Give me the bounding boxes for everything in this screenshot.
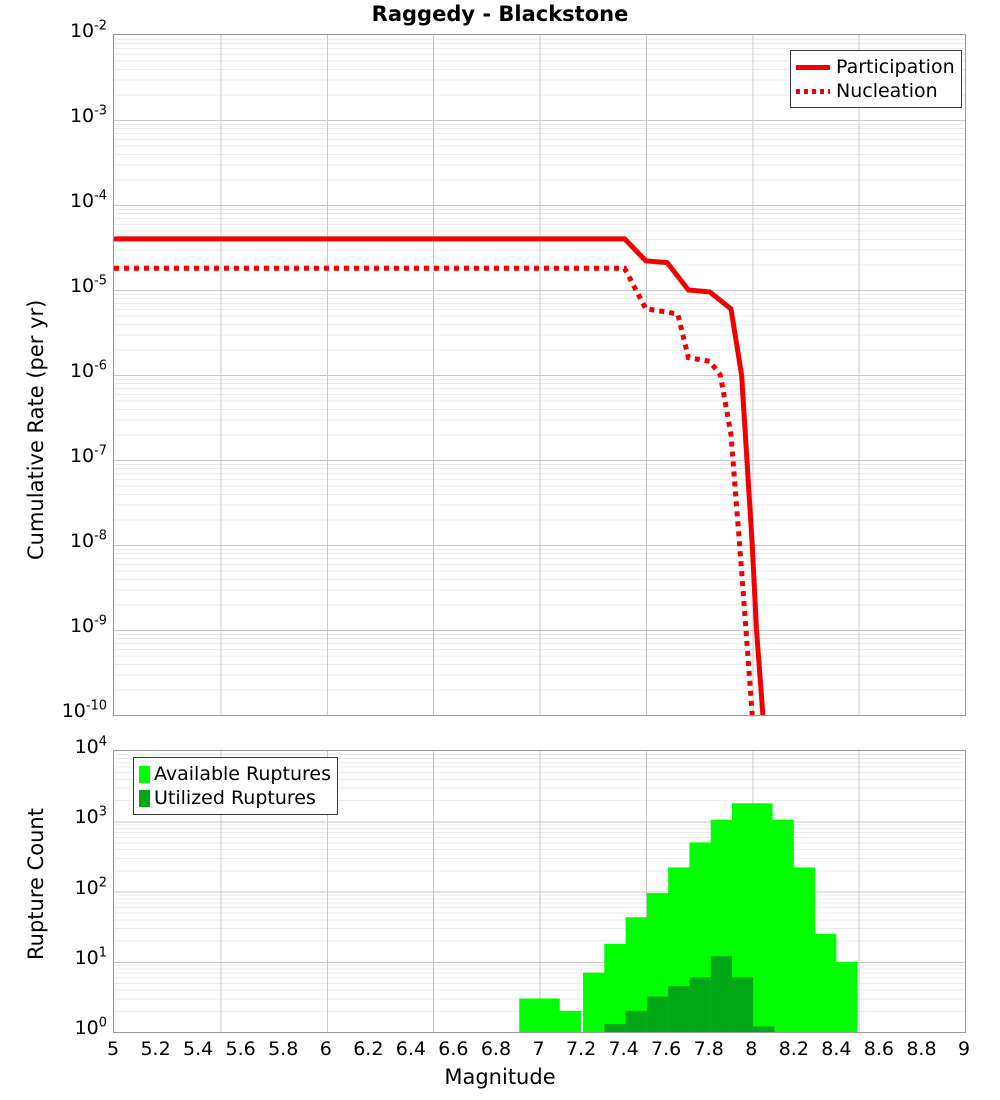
xtick-12: 7.4	[608, 1038, 639, 1060]
legend-label-utilized: Utilized Ruptures	[154, 786, 316, 809]
xtick-1: 5.2	[140, 1038, 171, 1060]
ytick-bottom-2: 102	[74, 875, 107, 899]
legend-item-utilized-ruptures[interactable]: Utilized Ruptures	[139, 786, 331, 810]
xtick-13: 7.6	[651, 1038, 682, 1060]
xtick-18: 8.6	[863, 1038, 894, 1060]
ytick-top-1: 10-3	[69, 103, 107, 127]
legend-item-available-ruptures[interactable]: Available Ruptures	[139, 762, 331, 786]
xtick-3: 5.6	[225, 1038, 256, 1060]
ytick-top-6: 10-8	[69, 528, 107, 552]
xtick-5: 6	[319, 1038, 332, 1060]
bar-utilized	[604, 1024, 645, 1032]
legend-label-available: Available Ruptures	[154, 762, 331, 785]
ytick-bottom-3: 101	[74, 945, 107, 969]
available-swatch-icon	[139, 765, 150, 783]
ytick-bottom-1: 103	[74, 804, 107, 829]
curve-nucleation	[114, 265, 755, 715]
ytick-bottom-0: 104	[74, 734, 107, 758]
figure-title: Raggedy - Blackstone	[371, 2, 629, 26]
xtick-14: 7.8	[693, 1038, 724, 1060]
rupture-legend: Available Ruptures Utilized Ruptures	[133, 757, 338, 815]
xtick-15: 8	[745, 1038, 758, 1060]
utilized-swatch-icon	[139, 789, 150, 807]
ytick-top-8: 10-10	[61, 698, 107, 722]
y-axis-label-top: Cumulative Rate (per yr)	[24, 299, 48, 560]
xtick-2: 5.4	[182, 1038, 214, 1060]
bar-utilized	[753, 1026, 794, 1032]
xtick-11: 7.2	[565, 1038, 597, 1060]
ytick-top-5: 10-7	[69, 443, 107, 467]
solid-line-icon	[796, 64, 830, 70]
xtick-7: 6.4	[395, 1038, 426, 1060]
bar-available	[817, 961, 858, 1032]
x-axis-label: Magnitude	[444, 1065, 556, 1089]
legend-item-participation[interactable]: Participation	[796, 55, 955, 79]
curve-participation	[114, 236, 766, 715]
ytick-top-0: 10-2	[69, 18, 107, 42]
xtick-8: 6.6	[438, 1038, 469, 1060]
xtick-16: 8.2	[778, 1038, 809, 1060]
ytick-top-7: 10-9	[69, 613, 107, 637]
xtick-19: 8.8	[906, 1038, 937, 1060]
ytick-top-2: 10-4	[69, 188, 107, 212]
xtick-0: 5	[106, 1038, 120, 1060]
curve-legend: Participation Nucleation	[790, 50, 962, 108]
bar-available	[540, 1010, 582, 1032]
ytick-top-4: 10-6	[69, 358, 107, 382]
legend-item-nucleation[interactable]: Nucleation	[796, 79, 955, 103]
cumulative-rate-plot	[113, 34, 966, 716]
xtick-6: 6.2	[353, 1038, 384, 1060]
dotted-line-icon	[796, 88, 830, 94]
ytick-bottom-4: 100	[74, 1015, 107, 1039]
legend-label-nucleation: Nucleation	[836, 79, 938, 102]
xtick-17: 8.4	[821, 1038, 852, 1060]
ytick-top-3: 10-5	[69, 273, 107, 297]
y-axis-label-bottom: Rupture Count	[24, 808, 48, 960]
xtick-20: 9	[957, 1038, 971, 1060]
xtick-4: 5.8	[268, 1038, 299, 1060]
legend-label-participation: Participation	[836, 55, 955, 78]
xtick-10: 7	[532, 1038, 545, 1060]
xtick-9: 6.8	[480, 1038, 512, 1060]
